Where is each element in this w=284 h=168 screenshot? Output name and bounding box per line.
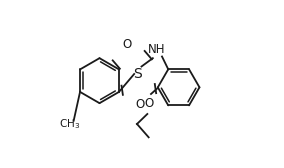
Text: S: S — [133, 67, 142, 81]
Text: NH: NH — [148, 43, 166, 56]
Text: O: O — [122, 38, 131, 51]
Text: O: O — [135, 98, 144, 111]
Text: O: O — [144, 97, 153, 111]
Text: CH$_3$: CH$_3$ — [59, 117, 80, 131]
